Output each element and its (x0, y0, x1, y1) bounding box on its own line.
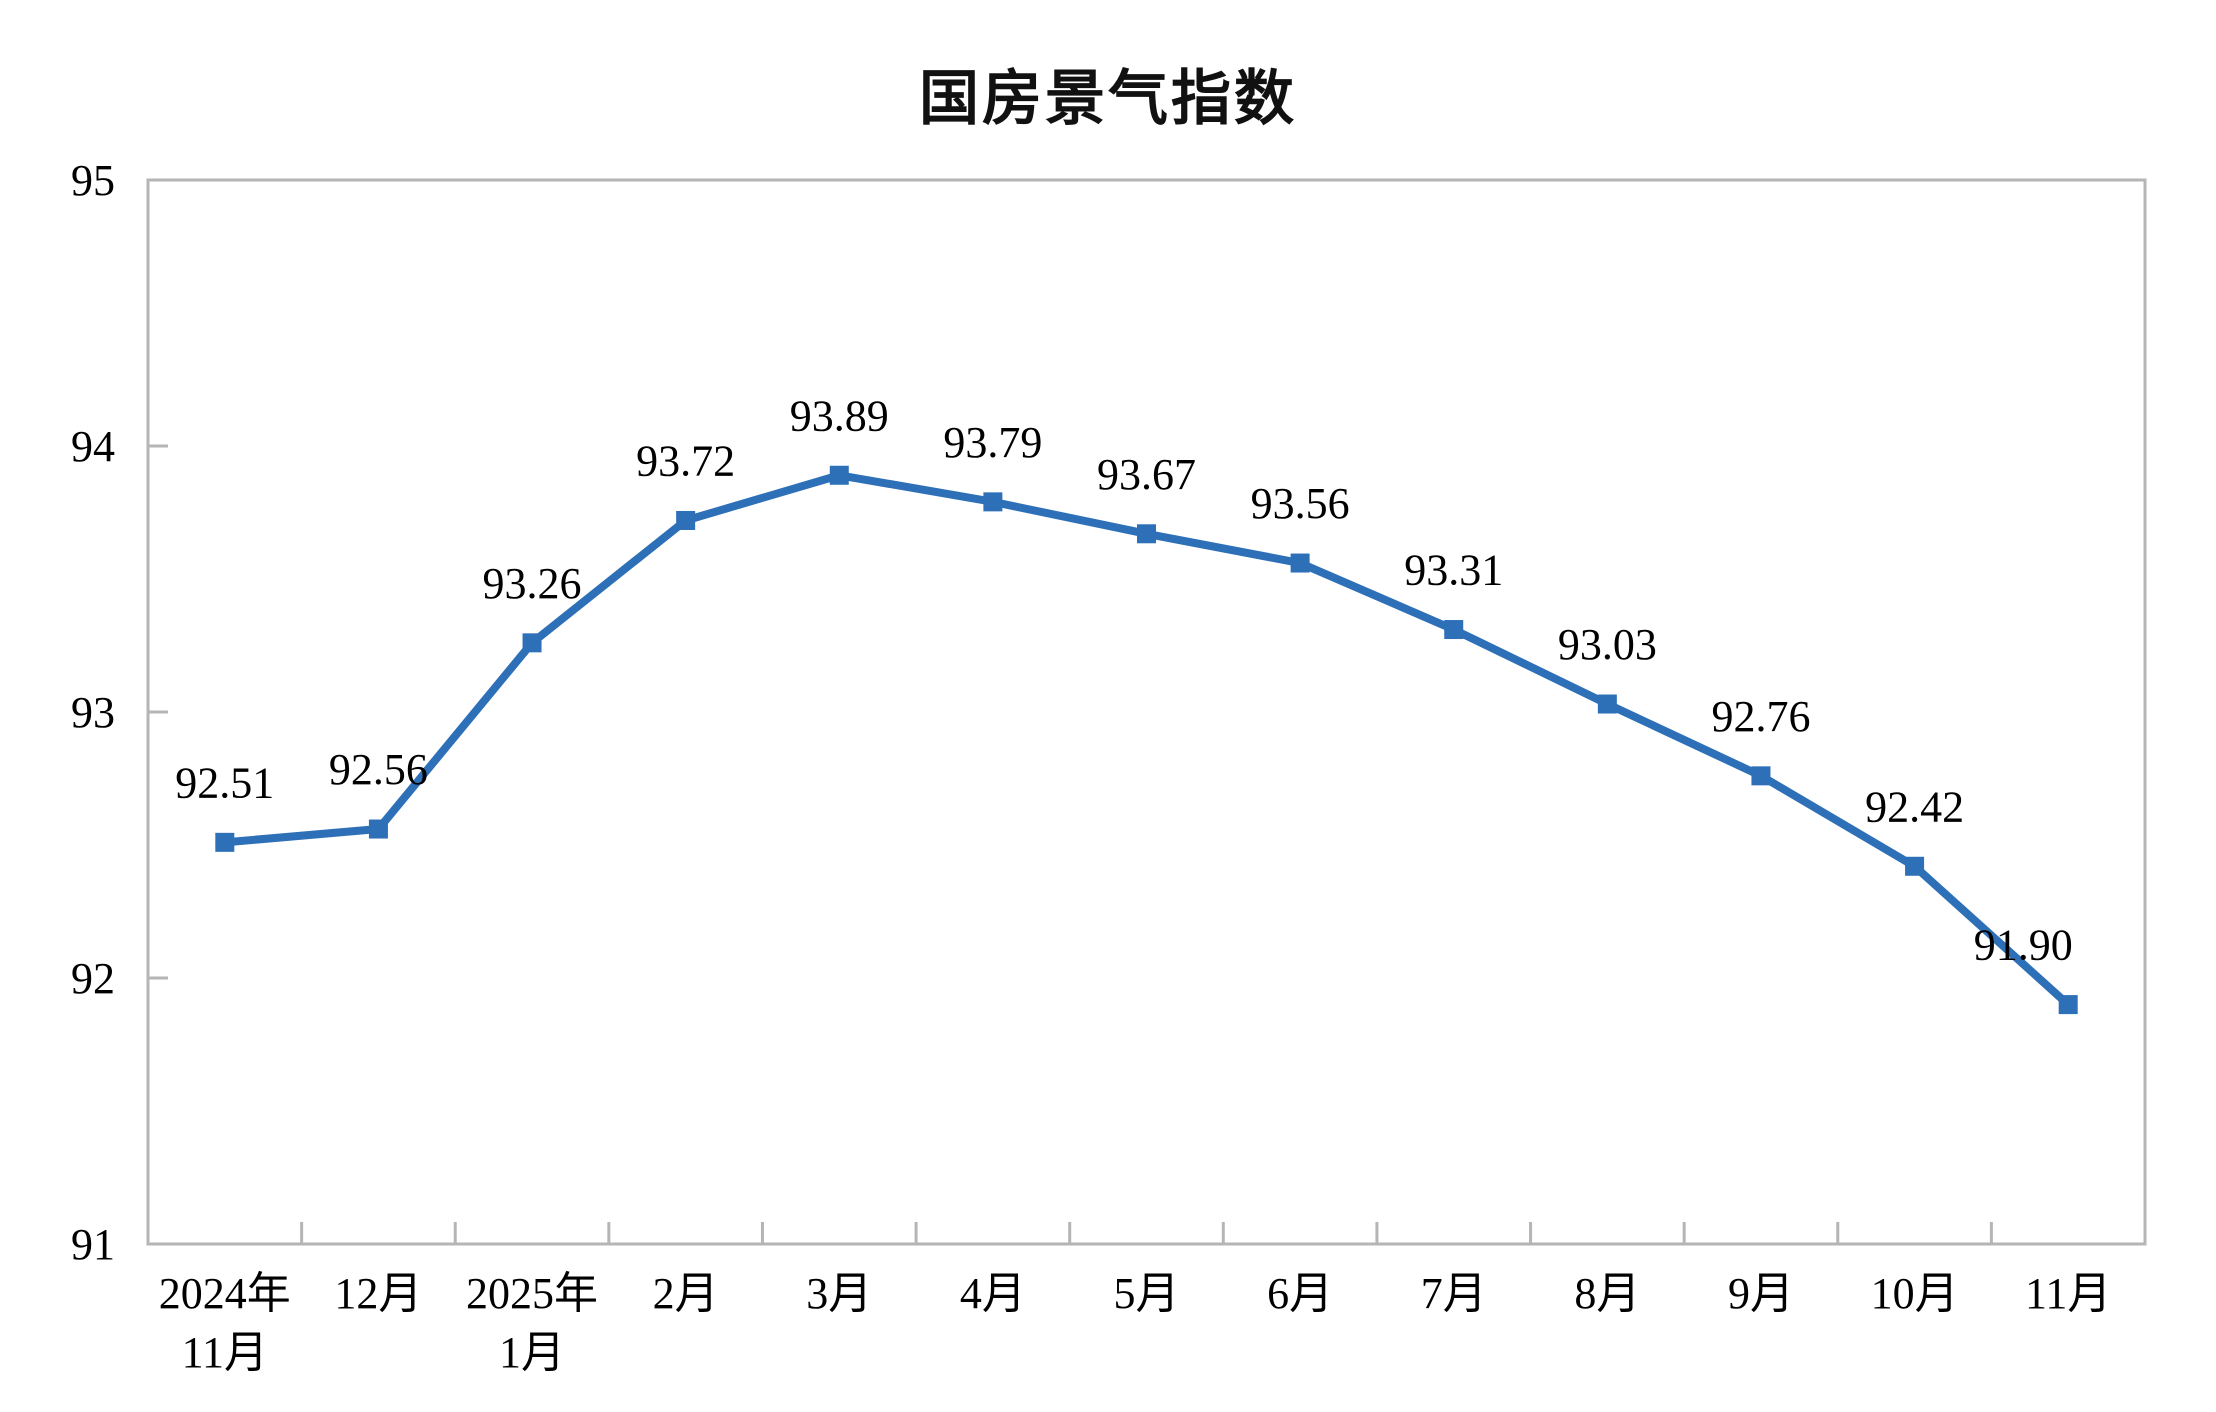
data-point-label: 92.56 (329, 745, 428, 794)
data-point-label: 93.67 (1097, 450, 1196, 499)
x-tick-label: 3月 (806, 1269, 872, 1318)
plot-border (146, 178, 2147, 1246)
data-point-marker (1137, 524, 1156, 544)
data-point-marker (676, 510, 696, 530)
x-tick-label: 6月 (1267, 1269, 1333, 1318)
data-point-marker (1290, 553, 1310, 573)
chart-title: 国房景气指数 (919, 65, 1297, 132)
data-point-label: 93.72 (636, 436, 735, 485)
data-point-marker (522, 633, 542, 653)
x-tick-label: 4月 (960, 1269, 1026, 1318)
x-tick-label: 1月 (499, 1328, 565, 1377)
x-tick-label: 9月 (1728, 1269, 1794, 1318)
x-tick-label: 11月 (182, 1328, 268, 1377)
x-tick-label: 5月 (1114, 1269, 1180, 1318)
x-tick-label: 10月 (1871, 1269, 1959, 1318)
data-point-marker (215, 832, 235, 852)
data-point-label: 92.51 (175, 758, 274, 807)
x-tick-label: 8月 (1574, 1269, 1640, 1318)
x-tick-label: 2月 (653, 1269, 719, 1318)
y-tick-label: 92 (71, 954, 115, 1003)
data-point-label: 93.03 (1558, 620, 1657, 669)
data-labels: 92.51 92.56 93.26 93.72 93.89 93.79 93.67 93.56… (175, 391, 2072, 969)
data-point-marker (1905, 856, 1925, 876)
data-point-label: 93.89 (790, 391, 889, 440)
x-tick-label: 11月 (2025, 1269, 2111, 1318)
data-points (215, 465, 2078, 1015)
data-point-label: 93.79 (943, 418, 1042, 467)
y-tick-label: 94 (71, 422, 115, 471)
x-tick-label: 2024年 (159, 1269, 291, 1318)
data-point-label: 93.56 (1251, 479, 1350, 528)
data-point-marker (1444, 620, 1464, 640)
x-axis: 2024年 11月 12月 2025年 1月 2月 3月 4月 5月 6月 7月 8月 9月 10月 11月 (146, 1222, 2147, 1377)
data-point-label: 91.90 (1974, 921, 2073, 970)
data-point-marker (1751, 766, 1771, 786)
data-point-marker (983, 492, 1003, 512)
data-point-marker (368, 819, 388, 839)
data-point-label: 93.26 (483, 559, 582, 608)
y-tick-label: 93 (71, 688, 115, 737)
data-point-marker (829, 465, 849, 485)
data-point-label: 93.31 (1404, 546, 1503, 595)
data-point-marker (1597, 694, 1617, 714)
data-point-label: 92.42 (1865, 782, 1964, 831)
x-tick-label: 2025年 (466, 1269, 598, 1318)
x-tick-label: 12月 (334, 1269, 422, 1318)
x-tick-label: 7月 (1421, 1269, 1487, 1318)
y-axis: 91 92 93 94 95 (71, 156, 168, 1269)
data-point-marker (2058, 995, 2078, 1015)
data-point-label: 92.76 (1711, 692, 1810, 741)
y-tick-label: 95 (71, 156, 115, 205)
y-tick-label: 91 (71, 1220, 115, 1269)
